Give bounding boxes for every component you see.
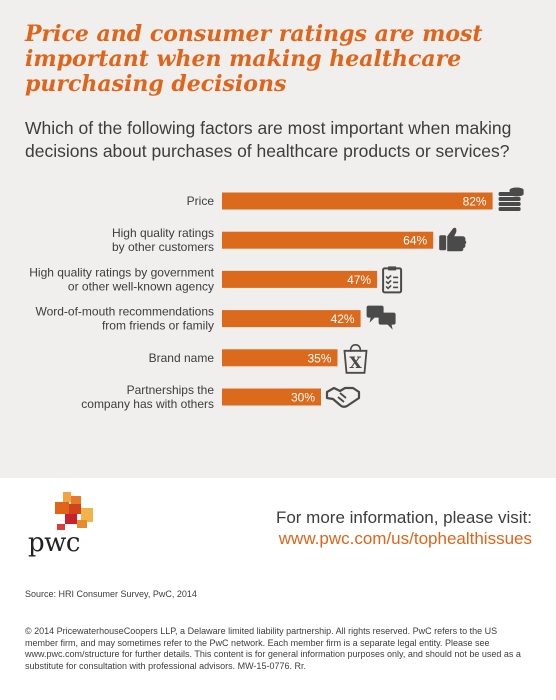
bar-0 — [222, 192, 493, 210]
bar-value-label-5: 30% — [291, 391, 315, 405]
bar-5 — [222, 388, 321, 406]
pwc-logo-mark — [55, 492, 93, 530]
svg-text:X: X — [349, 353, 362, 372]
bar-value-label-4: 35% — [307, 351, 331, 365]
category-label-1: High quality ratings by other customers — [112, 226, 214, 254]
speech-bubbles-icon — [366, 305, 396, 330]
survey-question: Which of the following factors are most … — [25, 118, 512, 161]
infographic-panel: Price and consumer ratings are most impo… — [0, 0, 556, 478]
more-info-link[interactable]: www.pwc.com/us/tophealthissues — [278, 529, 532, 548]
source-note: Source: HRI Consumer Survey, PwC, 2014 — [25, 589, 197, 599]
bar-value-label-0: 82% — [463, 195, 487, 209]
bar-3 — [222, 310, 361, 328]
pwc-logo-text: pwc — [28, 528, 80, 558]
copyright-notice: © 2014 PricewaterhouseCoopers LLP, a Del… — [25, 626, 521, 671]
category-label-5: Partnerships the company has with others — [81, 383, 214, 411]
category-label-0: Price — [187, 194, 215, 208]
handshake-icon — [325, 386, 361, 408]
clipboard-checklist-icon — [382, 266, 403, 294]
page-title: Price and consumer ratings are most impo… — [25, 21, 483, 97]
bar-value-label-2: 47% — [347, 273, 371, 287]
bar-4 — [222, 349, 338, 367]
more-info-text: For more information, please visit: — [275, 508, 532, 527]
category-label-4: Brand name — [149, 351, 215, 365]
bar-value-label-3: 42% — [331, 312, 355, 326]
footer: pwc For more information, please visit: … — [0, 478, 556, 700]
bar-value-label-1: 64% — [403, 234, 427, 248]
category-label-2: High quality ratings by government or oth… — [29, 265, 214, 293]
shopping-bag-icon: X — [343, 344, 368, 374]
bar-chart: 82% Price 64% High quality ratings by other … — [29, 187, 524, 411]
thumbs-up-icon — [439, 227, 467, 252]
money-stack-icon — [498, 187, 524, 211]
bar-2 — [222, 270, 378, 288]
category-label-3: Word-of-mouth recommendations from friend… — [35, 305, 214, 333]
bar-1 — [222, 231, 434, 249]
